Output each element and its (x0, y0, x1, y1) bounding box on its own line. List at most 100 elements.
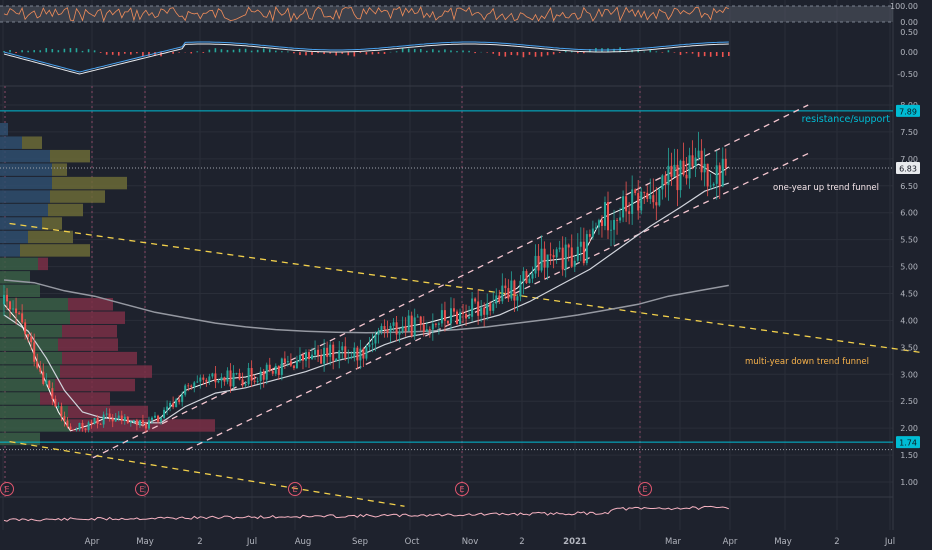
candle-body (214, 373, 217, 383)
candle-body (649, 195, 652, 199)
resistance-price-label: 7.89 (899, 107, 917, 116)
macd-histogram-bar (383, 52, 386, 54)
candle-body (459, 312, 462, 325)
macd-tick-label: 0.50 (900, 28, 918, 37)
resistance-annotation: resistance/support (802, 114, 891, 125)
macd-histogram-bar (655, 51, 658, 53)
candle-body (543, 248, 546, 268)
candle-body (193, 382, 196, 387)
candle-body (471, 298, 474, 317)
macd-histogram-bar (589, 49, 591, 53)
volume-profile-up (0, 163, 52, 176)
candle-body (404, 326, 407, 332)
candle-body (172, 403, 175, 408)
candle-body (398, 331, 401, 335)
macd-histogram-bar (583, 52, 585, 54)
price-tick-label: 4.00 (900, 316, 918, 325)
macd-histogram-bar (685, 52, 688, 54)
candlesticks (3, 131, 727, 433)
candle-body (504, 285, 507, 289)
candle-body (365, 346, 368, 359)
candle-body (395, 322, 398, 335)
candle-body (105, 413, 108, 415)
macd-histogram-bar (75, 48, 78, 53)
candle-body (205, 379, 208, 382)
candle-body (371, 343, 374, 345)
candle-body (223, 377, 226, 382)
candle-body (280, 358, 283, 375)
macd-histogram-bar (715, 52, 718, 56)
candle-body (3, 294, 5, 305)
candle-body (57, 406, 60, 408)
candle-body (446, 320, 449, 324)
candle-body (190, 385, 193, 387)
candle-body (558, 247, 561, 250)
candle-body (63, 416, 66, 421)
candle-body (308, 352, 311, 360)
macd-histogram-bar (220, 49, 223, 53)
macd-histogram-bar (407, 48, 410, 53)
earnings-icon: E (135, 482, 149, 496)
macd-histogram-bar (335, 52, 337, 56)
candle-body (576, 246, 579, 261)
volume-profile-down (48, 203, 83, 217)
macd-histogram-bar (323, 52, 325, 55)
volume-profile-down (70, 311, 125, 324)
candle-body (18, 313, 21, 314)
volume-profile-down (52, 176, 127, 190)
current-price-label: 6.83 (899, 165, 917, 174)
time-tick-label: Apr (85, 537, 100, 547)
volume-profile-down (68, 405, 148, 419)
candle-body (540, 248, 543, 271)
macd-histogram-bar (142, 52, 144, 57)
volume-profile-up (0, 149, 50, 163)
macd-histogram-bar (226, 49, 229, 53)
macd-histogram-bar (256, 49, 259, 53)
macd-histogram-bar (444, 49, 446, 53)
candle-body (359, 348, 362, 361)
time-axis[interactable]: Apr May 2 Jul Aug Sep Oct Nov 2 2021 Mar Apr May 2 Jul (85, 537, 895, 547)
candle-body (377, 330, 380, 335)
candle-body (724, 158, 727, 169)
candle-body (320, 355, 323, 364)
time-tick-label: Aug (295, 537, 312, 547)
price-tick-label: 6.50 (900, 182, 918, 191)
candle-body (658, 189, 661, 206)
price-tick-label: 2.50 (900, 397, 918, 406)
candle-body (350, 356, 353, 358)
rsi-line (3, 6, 729, 23)
macd-histogram-bar (661, 52, 664, 53)
candle-body (567, 244, 570, 248)
candle-body (513, 280, 516, 301)
candle-body (114, 418, 117, 422)
candle-body (573, 260, 576, 267)
volume-profile-down (22, 136, 42, 149)
candle-body (132, 420, 135, 422)
macd-histogram-bar (21, 50, 23, 53)
candle-body (301, 354, 304, 361)
macd-histogram-bar (462, 50, 464, 53)
candle-body (235, 372, 238, 374)
candle-body (498, 295, 501, 302)
candle-body (48, 380, 51, 389)
candle-body (157, 415, 160, 422)
macd-histogram-bar (353, 52, 356, 57)
price-axis[interactable]: 1.00 1.50 2.00 2.50 3.00 3.50 4.00 4.50 5.00 5.50… (890, 2, 918, 487)
candle-body (709, 185, 712, 187)
macd-histogram-bar (492, 52, 495, 54)
macd-histogram-bar (359, 52, 362, 53)
earnings-label: E (4, 485, 9, 494)
macd-histogram-bar (709, 52, 712, 57)
macd-histogram-bar (281, 51, 283, 53)
macd-histogram-bar (87, 49, 90, 53)
candle-body (588, 234, 591, 237)
macd-tick-label: -0.50 (897, 70, 918, 79)
candle-body (259, 371, 262, 382)
candle-body (419, 316, 422, 325)
candle-body (338, 350, 341, 359)
macd-histogram-bar (540, 52, 543, 57)
volume-profile-up (0, 123, 8, 136)
macd-histogram-bar (365, 52, 368, 55)
candle-body (507, 288, 510, 299)
